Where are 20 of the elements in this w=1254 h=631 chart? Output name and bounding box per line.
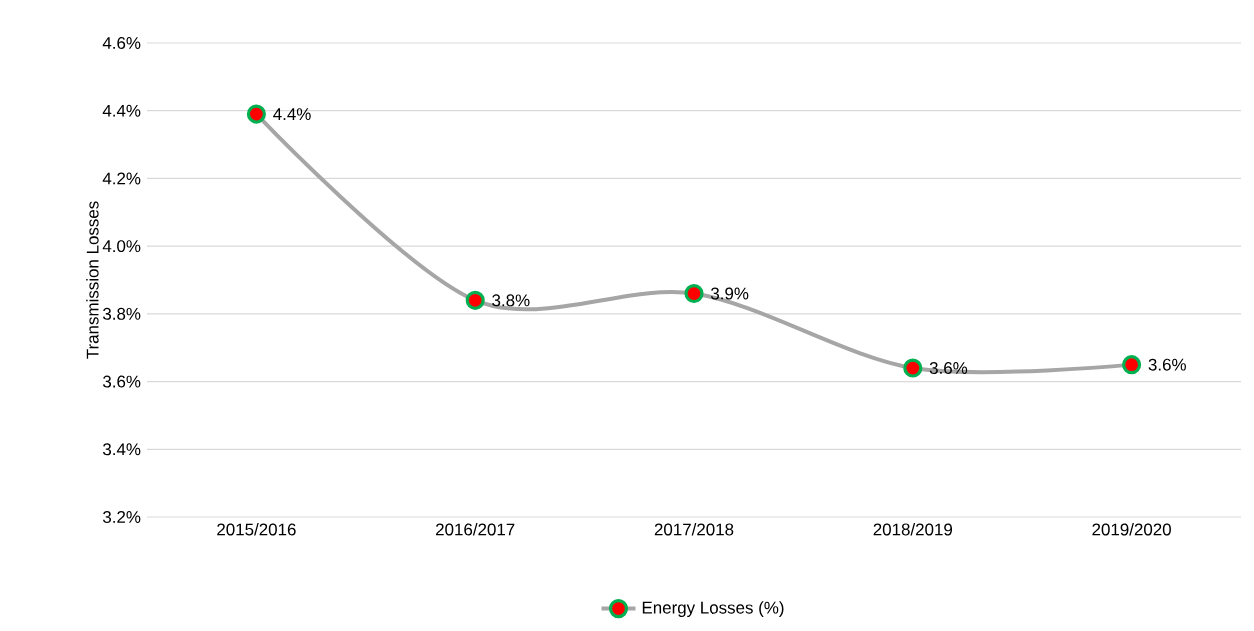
data-label: 3.6%	[1148, 358, 1186, 371]
data-label: 3.8%	[492, 294, 530, 307]
x-tick-label: 2015/2016	[217, 523, 296, 536]
x-tick-label: 2016/2017	[436, 523, 515, 536]
y-tick-label: 3.4%	[103, 443, 141, 456]
y-tick-label: 3.2%	[103, 511, 141, 523]
y-tick-label: 4.6%	[102, 37, 141, 49]
x-tick-label: 2017/2018	[654, 523, 734, 536]
y-axis-title: Transmission Losses	[86, 201, 99, 359]
y-tick-label: 3.8%	[103, 307, 141, 320]
x-tick-label: 2018/2019	[873, 523, 953, 536]
x-tick-label: 2019/2020	[1092, 523, 1171, 536]
y-tick-label: 4.0%	[102, 240, 141, 253]
y-tick-label: 4.4%	[102, 104, 141, 117]
y-tick-label: 3.6%	[103, 375, 141, 388]
y-tick-label: 4.2%	[102, 172, 141, 185]
data-label: 3.6%	[929, 362, 968, 375]
data-label: 4.4%	[273, 108, 311, 121]
data-label: 3.9%	[711, 287, 749, 300]
legend-label: Energy Losses (%)	[642, 601, 784, 617]
